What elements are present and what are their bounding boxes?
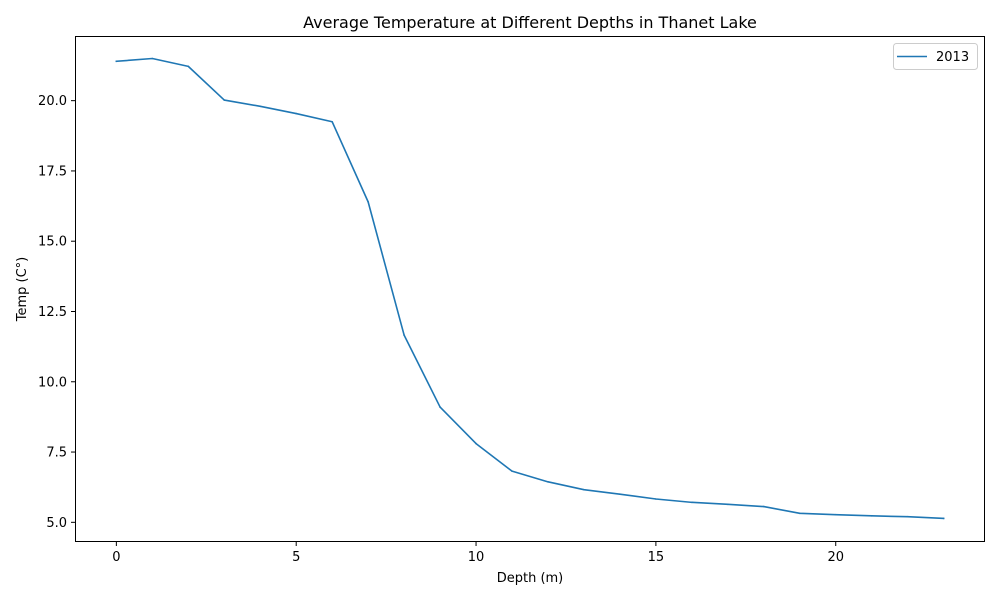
x-tick-label: 0 — [112, 550, 120, 565]
plot-frame — [75, 36, 985, 542]
y-tick-label: 10.0 — [38, 375, 67, 390]
data-point — [906, 515, 909, 518]
data-point — [834, 513, 837, 516]
data-point — [511, 470, 513, 472]
plot-area: 0 5 10 15 20 5.0 7.5 10.0 12.5 15.0 17.5 20.0 — [38, 36, 985, 565]
data-point — [619, 493, 621, 496]
plot-background — [75, 36, 985, 542]
y-axis-ticks: 5.0 7.5 10.0 12.5 15.0 17.5 20.0 — [38, 94, 75, 531]
x-axis-label: Depth (m) — [497, 571, 564, 586]
data-point — [295, 112, 298, 115]
x-tick-label: 20 — [827, 550, 844, 565]
y-tick-label: 17.5 — [38, 164, 67, 179]
x-axis-ticks: 0 5 10 15 20 — [112, 542, 844, 565]
x-tick-label: 10 — [468, 550, 485, 565]
data-point — [223, 99, 226, 101]
y-tick-label: 5.0 — [46, 516, 67, 531]
data-point — [547, 481, 549, 483]
data-point — [942, 517, 945, 520]
data-point — [762, 505, 765, 508]
x-tick-label: 15 — [648, 550, 665, 565]
y-tick-label: 12.5 — [38, 305, 67, 320]
y-tick-label: 15.0 — [38, 235, 67, 250]
data-point — [439, 406, 441, 408]
data-point — [151, 57, 154, 60]
chart-title: Average Temperature at Different Depths … — [303, 13, 757, 32]
series-layer — [115, 57, 945, 520]
data-point — [403, 334, 405, 336]
data-point — [655, 498, 657, 500]
data-point — [331, 120, 333, 123]
data-point — [691, 501, 693, 504]
data-point — [367, 201, 369, 203]
series-line-2013 — [115, 57, 945, 520]
y-axis-label: Temp (C°) — [15, 257, 30, 323]
data-point — [583, 488, 585, 491]
legend: 2013 — [893, 43, 978, 70]
data-point — [259, 105, 262, 108]
legend-box — [893, 43, 978, 70]
data-point — [798, 512, 801, 515]
data-point — [475, 442, 477, 445]
data-point — [870, 515, 873, 517]
data-point — [727, 503, 729, 506]
legend-label-2013: 2013 — [936, 50, 969, 65]
y-tick-label: 7.5 — [46, 446, 67, 461]
data-point — [187, 65, 190, 68]
data-point — [115, 60, 118, 63]
x-tick-label: 5 — [292, 550, 300, 565]
y-tick-label: 20.0 — [38, 94, 67, 109]
